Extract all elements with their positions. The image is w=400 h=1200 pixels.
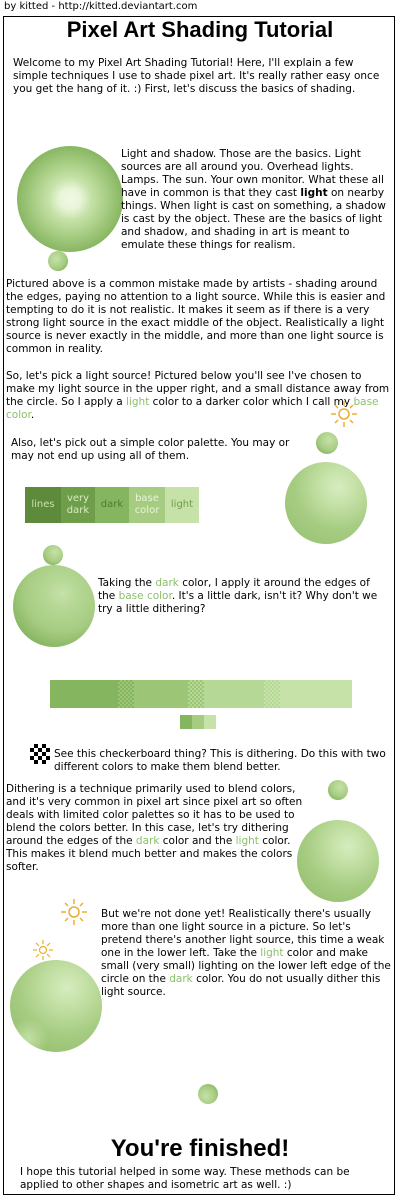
light-source-text: So, let's pick a light source! Pictured … bbox=[6, 370, 390, 421]
sun-icon bbox=[331, 401, 357, 427]
palette-text: Also, let's pick out a simple color pale… bbox=[11, 437, 290, 462]
checkerboard-text: See this checkerboard thing? This is dit… bbox=[54, 748, 386, 773]
light-shadow-text: Light and shadow. Those are the basics. … bbox=[121, 148, 386, 251]
dither-band-1 bbox=[118, 680, 134, 708]
palette-swatch-lines: lines bbox=[25, 487, 61, 523]
dither-band-3 bbox=[264, 680, 280, 708]
checkerboard-icon bbox=[30, 744, 50, 764]
small-light-ball bbox=[198, 1084, 218, 1104]
gradient-dark bbox=[134, 680, 188, 708]
palette-swatch-base: base color bbox=[129, 487, 165, 523]
mistake-text: Pictured above is a common mistake made … bbox=[6, 278, 386, 355]
finished-heading: You're finished! bbox=[110, 1135, 290, 1162]
dark-edged-ball bbox=[13, 565, 95, 647]
base-ball-light-upper-right bbox=[285, 462, 367, 544]
palette-swatch-very-dark: very dark bbox=[61, 487, 95, 523]
center-shaded-ball bbox=[17, 146, 123, 252]
small-light-ball bbox=[316, 432, 338, 454]
palette-swatch-light: light bbox=[165, 487, 199, 523]
dark-color-text: Taking the dark color, I apply it around… bbox=[98, 577, 378, 615]
palette-swatch-dark: dark bbox=[95, 487, 129, 523]
small-light-ball bbox=[43, 545, 63, 565]
page-title: Pixel Art Shading Tutorial bbox=[66, 17, 334, 42]
gradient-very-dark bbox=[50, 680, 118, 708]
dithered-ball bbox=[297, 820, 379, 902]
gradient-light bbox=[280, 680, 352, 708]
gradient-base bbox=[204, 680, 264, 708]
small-light-ball bbox=[48, 251, 68, 271]
dithering-text: Dithering is a technique primarily used … bbox=[6, 783, 303, 873]
comparison-bar bbox=[180, 715, 216, 729]
sun-icon bbox=[61, 899, 87, 925]
final-ball bbox=[10, 960, 102, 1052]
credit-text: by kitted - http://kitted.deviantart.com bbox=[4, 1, 198, 12]
intro-text: Welcome to my Pixel Art Shading Tutorial… bbox=[13, 57, 380, 95]
small-light-ball bbox=[328, 780, 348, 800]
weak-sun-icon bbox=[33, 940, 53, 960]
second-light-text: But we're not done yet! Realistically th… bbox=[101, 908, 391, 998]
outro-text: I hope this tutorial helped in some way.… bbox=[20, 1166, 350, 1191]
dither-band-2 bbox=[188, 680, 204, 708]
page-frame bbox=[3, 16, 395, 1195]
